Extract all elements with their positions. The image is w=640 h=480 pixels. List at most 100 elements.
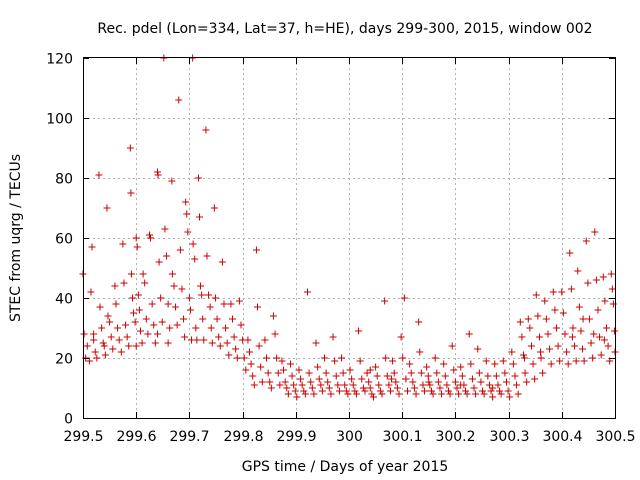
data-point bbox=[527, 342, 535, 350]
data-point bbox=[324, 378, 332, 386]
data-point bbox=[547, 360, 555, 368]
data-point bbox=[252, 246, 260, 254]
data-point bbox=[122, 321, 130, 329]
data-point bbox=[178, 285, 186, 293]
data-point bbox=[227, 300, 235, 308]
y-tick-label: 0 bbox=[64, 412, 73, 428]
data-point bbox=[402, 375, 410, 383]
data-point bbox=[138, 339, 146, 347]
data-point bbox=[91, 348, 99, 356]
data-point bbox=[222, 324, 230, 332]
data-point bbox=[400, 294, 408, 302]
data-points bbox=[79, 54, 619, 401]
data-point bbox=[215, 333, 223, 341]
data-point bbox=[191, 255, 199, 263]
data-point bbox=[438, 390, 446, 398]
data-point bbox=[101, 351, 109, 359]
data-point bbox=[206, 303, 214, 311]
data-point bbox=[305, 369, 313, 377]
data-point bbox=[307, 378, 315, 386]
data-point bbox=[381, 297, 389, 305]
data-point bbox=[346, 366, 354, 374]
data-point bbox=[356, 357, 364, 365]
data-point bbox=[120, 279, 128, 287]
data-point bbox=[569, 324, 577, 332]
data-point bbox=[434, 378, 442, 386]
data-point bbox=[585, 315, 593, 323]
data-point bbox=[233, 354, 241, 362]
data-point bbox=[147, 234, 155, 242]
data-point bbox=[551, 306, 559, 314]
data-point bbox=[352, 390, 360, 398]
grid-layer bbox=[83, 58, 615, 418]
data-point bbox=[211, 294, 219, 302]
data-point bbox=[596, 333, 604, 341]
data-point bbox=[87, 288, 95, 296]
data-point bbox=[474, 345, 482, 353]
data-point bbox=[288, 372, 296, 380]
data-point bbox=[128, 294, 136, 302]
data-point bbox=[521, 354, 529, 362]
data-point bbox=[455, 390, 463, 398]
data-point bbox=[207, 324, 215, 332]
data-point bbox=[433, 369, 441, 377]
data-point bbox=[592, 276, 600, 284]
data-point bbox=[355, 327, 363, 335]
data-point bbox=[580, 357, 588, 365]
data-point bbox=[446, 390, 454, 398]
data-point bbox=[508, 348, 516, 356]
x-axis-label: GPS time / Days of year 2015 bbox=[242, 459, 449, 475]
data-point bbox=[322, 369, 330, 377]
data-point bbox=[283, 384, 291, 392]
data-point bbox=[153, 330, 161, 338]
data-point bbox=[518, 333, 526, 341]
data-point bbox=[561, 330, 569, 338]
data-point bbox=[453, 384, 461, 392]
data-point bbox=[386, 387, 394, 395]
data-point bbox=[198, 291, 206, 299]
data-point bbox=[575, 303, 583, 311]
data-point bbox=[301, 390, 309, 398]
data-point bbox=[509, 360, 517, 368]
data-point bbox=[566, 249, 574, 257]
data-point bbox=[223, 339, 231, 347]
data-point bbox=[462, 387, 470, 395]
data-point bbox=[228, 315, 236, 323]
data-point bbox=[325, 384, 333, 392]
data-point bbox=[261, 336, 269, 344]
data-point bbox=[607, 270, 615, 278]
data-point bbox=[181, 333, 189, 341]
data-point bbox=[200, 336, 208, 344]
data-point bbox=[599, 273, 607, 281]
data-point bbox=[168, 270, 176, 278]
data-point bbox=[246, 348, 254, 356]
data-point bbox=[153, 168, 161, 176]
data-point bbox=[436, 384, 444, 392]
data-point bbox=[376, 387, 384, 395]
data-point bbox=[197, 282, 205, 290]
data-point bbox=[100, 342, 108, 350]
data-point bbox=[389, 357, 397, 365]
data-point bbox=[393, 384, 401, 392]
data-point bbox=[395, 390, 403, 398]
data-point bbox=[232, 345, 240, 353]
y-tick-label: 20 bbox=[55, 352, 73, 368]
data-point bbox=[467, 360, 475, 368]
data-point bbox=[155, 258, 163, 266]
data-point bbox=[539, 369, 547, 377]
data-point bbox=[131, 318, 139, 326]
data-point bbox=[610, 327, 618, 335]
data-point bbox=[293, 393, 301, 401]
data-point bbox=[150, 321, 158, 329]
data-point bbox=[579, 315, 587, 323]
data-point bbox=[175, 96, 183, 104]
data-point bbox=[457, 381, 465, 389]
data-point bbox=[114, 324, 122, 332]
data-point bbox=[172, 303, 180, 311]
data-point bbox=[502, 378, 510, 386]
data-point bbox=[132, 234, 140, 242]
data-point bbox=[497, 390, 505, 398]
x-tick-label: 299.5 bbox=[63, 429, 103, 445]
data-point bbox=[556, 357, 564, 365]
data-point bbox=[142, 315, 150, 323]
